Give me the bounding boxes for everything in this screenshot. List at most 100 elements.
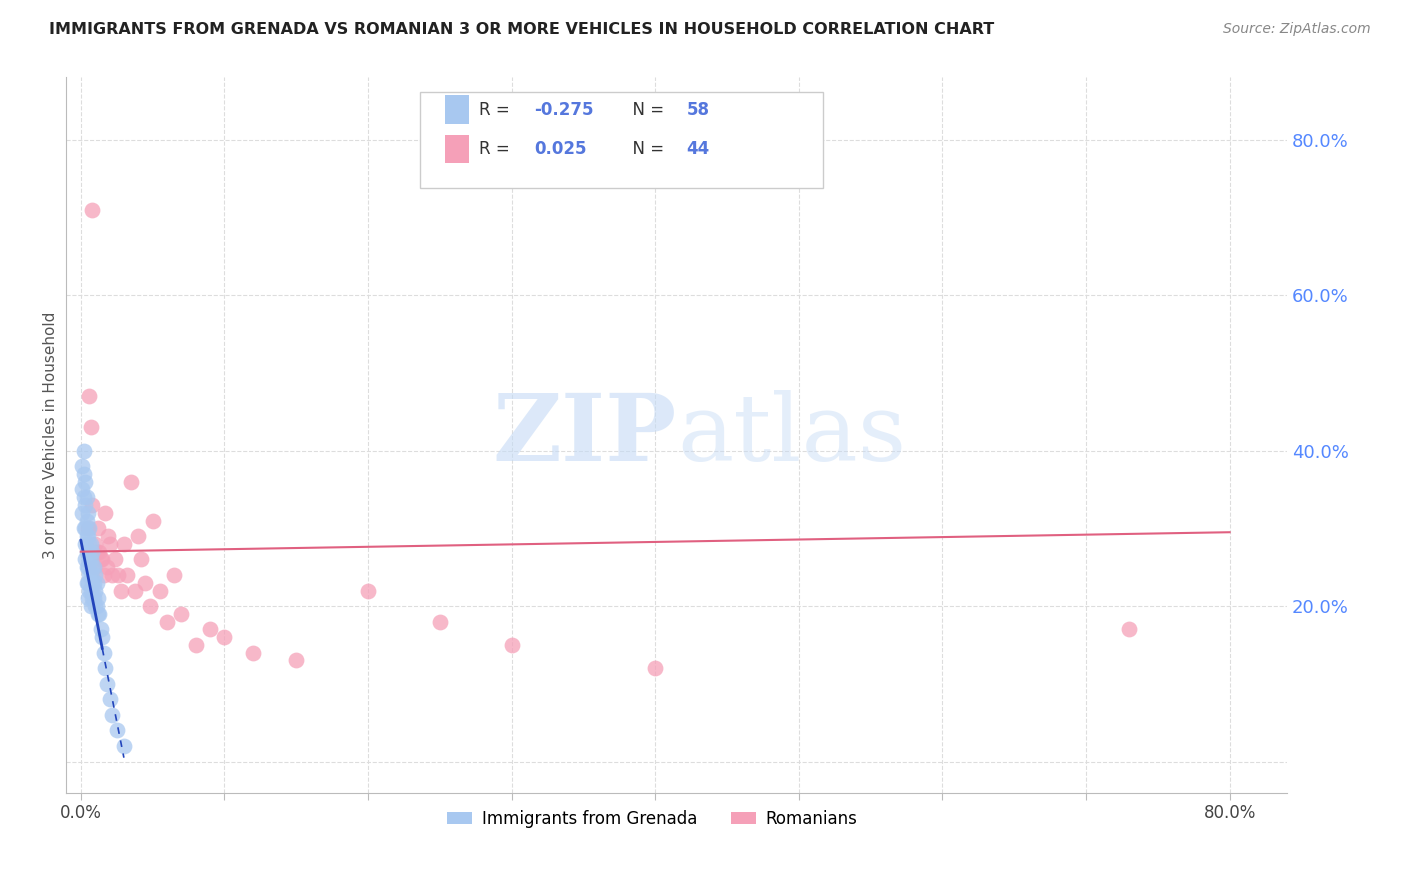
Point <box>90 623 112 637</box>
Point <box>357 583 380 598</box>
Point <box>87 591 110 606</box>
Point <box>83 560 105 574</box>
Text: atlas: atlas <box>676 390 905 480</box>
Point <box>82 575 104 590</box>
Point <box>285 653 308 667</box>
Point <box>77 560 100 574</box>
Point <box>184 638 207 652</box>
Point <box>163 568 186 582</box>
FancyBboxPatch shape <box>444 95 470 124</box>
Point <box>96 560 118 574</box>
Point <box>134 575 156 590</box>
Point <box>77 529 100 543</box>
Text: N =: N = <box>621 101 669 119</box>
Point <box>75 498 97 512</box>
Point <box>94 506 117 520</box>
Text: ZIP: ZIP <box>492 390 676 480</box>
Point <box>82 202 104 217</box>
Point <box>77 506 100 520</box>
Point <box>127 529 149 543</box>
Point <box>79 537 101 551</box>
FancyBboxPatch shape <box>420 92 824 188</box>
Point <box>107 568 129 582</box>
Point <box>79 552 101 566</box>
Point <box>84 568 107 582</box>
Point <box>75 552 97 566</box>
Point <box>644 661 666 675</box>
Point <box>80 537 103 551</box>
Point <box>98 692 121 706</box>
Point <box>79 583 101 598</box>
Point <box>80 420 103 434</box>
Point <box>429 615 451 629</box>
Text: N =: N = <box>621 140 669 158</box>
Point <box>79 568 101 582</box>
FancyBboxPatch shape <box>444 135 470 163</box>
Text: -0.275: -0.275 <box>534 101 593 119</box>
Point <box>82 560 104 574</box>
Point <box>91 630 114 644</box>
Text: 0.025: 0.025 <box>534 140 586 158</box>
Point <box>156 615 179 629</box>
Point <box>87 521 110 535</box>
Point <box>82 544 104 558</box>
Y-axis label: 3 or more Vehicles in Household: 3 or more Vehicles in Household <box>44 311 58 558</box>
Point <box>198 623 221 637</box>
Point <box>76 490 98 504</box>
Point <box>76 560 98 574</box>
Point <box>73 490 96 504</box>
Point <box>101 707 124 722</box>
Point <box>83 560 105 574</box>
Point <box>75 521 97 535</box>
Text: IMMIGRANTS FROM GRENADA VS ROMANIAN 3 OR MORE VEHICLES IN HOUSEHOLD CORRELATION : IMMIGRANTS FROM GRENADA VS ROMANIAN 3 OR… <box>49 22 994 37</box>
Point <box>79 521 101 535</box>
Point <box>170 607 193 621</box>
Point <box>96 677 118 691</box>
Point <box>89 544 111 558</box>
Point <box>104 552 127 566</box>
Text: R =: R = <box>479 140 515 158</box>
Point <box>76 529 98 543</box>
Point <box>80 599 103 613</box>
Point <box>76 514 98 528</box>
Point <box>124 583 146 598</box>
Point <box>80 568 103 582</box>
Point <box>73 521 96 535</box>
Text: 44: 44 <box>686 140 710 158</box>
Point <box>112 739 135 753</box>
Point <box>70 483 93 497</box>
Legend: Immigrants from Grenada, Romanians: Immigrants from Grenada, Romanians <box>440 803 865 834</box>
Point <box>242 646 264 660</box>
Point <box>84 583 107 598</box>
Point <box>73 443 96 458</box>
Point <box>83 575 105 590</box>
Point <box>93 568 115 582</box>
Point <box>89 607 111 621</box>
Point <box>214 630 236 644</box>
Point <box>82 498 104 512</box>
Text: 58: 58 <box>686 101 710 119</box>
Point <box>75 475 97 489</box>
Point <box>86 575 108 590</box>
Point <box>70 459 93 474</box>
Point <box>129 552 152 566</box>
Point <box>139 599 162 613</box>
Point <box>80 552 103 566</box>
Point <box>77 521 100 535</box>
Point <box>86 544 108 558</box>
Point <box>1118 623 1140 637</box>
Point <box>105 723 128 738</box>
Text: Source: ZipAtlas.com: Source: ZipAtlas.com <box>1223 22 1371 37</box>
Point <box>80 583 103 598</box>
Text: R =: R = <box>479 101 515 119</box>
Point <box>76 575 98 590</box>
Point <box>70 506 93 520</box>
Point <box>112 537 135 551</box>
Point <box>98 537 121 551</box>
Point <box>142 514 165 528</box>
Point <box>73 467 96 481</box>
Point <box>77 591 100 606</box>
Point <box>79 389 101 403</box>
Point <box>94 661 117 675</box>
Point <box>82 591 104 606</box>
